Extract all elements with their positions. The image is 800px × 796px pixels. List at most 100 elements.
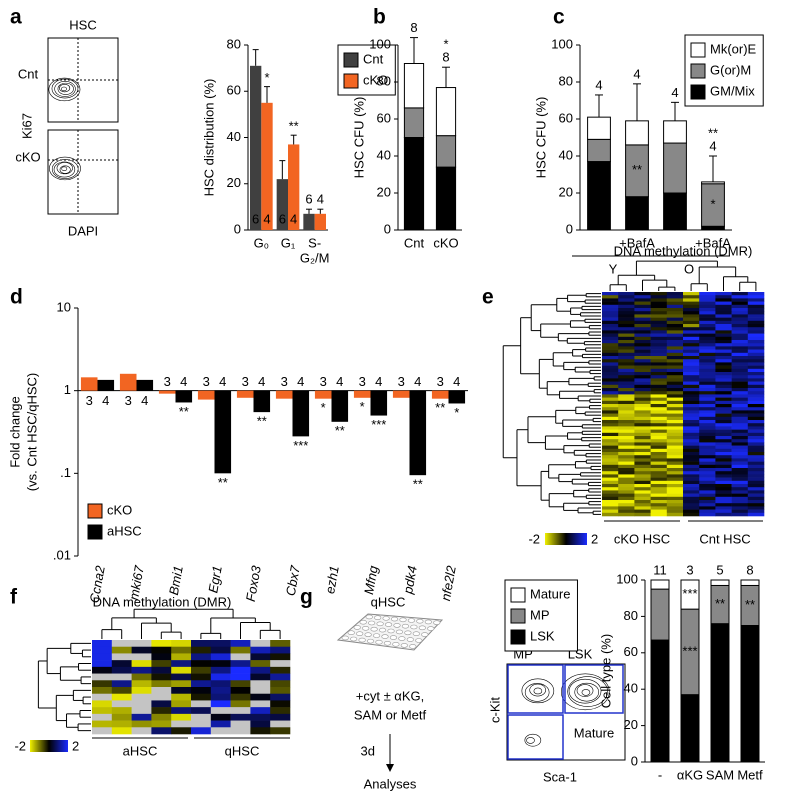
heatmap-cell — [191, 680, 212, 688]
heatmap-cell — [171, 640, 192, 648]
heatmap-cell — [602, 378, 619, 382]
heatmap-cell — [634, 349, 651, 354]
heatmap-cell — [666, 512, 684, 517]
heatmap-cell — [650, 356, 668, 360]
heatmap-cell — [650, 448, 668, 453]
bar — [314, 213, 326, 230]
colorbar — [30, 740, 68, 752]
heatmap-cell — [602, 455, 619, 459]
heatmap-cell — [731, 356, 749, 360]
legend-swatch — [690, 42, 706, 58]
heatmap-cell — [111, 653, 132, 661]
heatmap-cell — [731, 301, 749, 306]
heatmap-cell — [111, 707, 132, 715]
heatmap-cell — [731, 304, 749, 309]
well — [356, 631, 364, 636]
heatmap-cell — [747, 356, 765, 360]
heatmap-cell — [634, 311, 651, 315]
heatmap-cell — [650, 365, 668, 370]
heatmap-cell — [634, 356, 651, 360]
heatmap-cell — [747, 311, 765, 315]
heatmap-cell — [715, 400, 732, 405]
heatmap-cell — [250, 680, 271, 688]
heatmap-cell — [210, 666, 231, 674]
heatmap-cell — [683, 375, 700, 379]
significance: ** — [218, 475, 228, 490]
heatmap-cell — [715, 503, 732, 507]
heatmap-cell — [683, 356, 700, 360]
heatmap-cell — [731, 436, 749, 440]
heatmap-cell — [715, 356, 732, 360]
axis-label: Ki67 — [19, 113, 34, 139]
heatmap-cell — [602, 407, 619, 411]
heatmap-cell — [666, 448, 684, 453]
n-label: 4 — [219, 374, 226, 389]
scheme-label: qHSC — [371, 594, 406, 609]
heatmap-cell — [151, 640, 172, 648]
heatmap-cell — [618, 292, 635, 296]
heatmap-cell — [634, 381, 651, 386]
legend-swatch — [510, 629, 526, 645]
heatmap-cell — [666, 423, 684, 427]
significance: * — [443, 37, 448, 52]
heatmap-cell — [650, 397, 668, 402]
heatmap-cell — [151, 680, 172, 688]
heatmap-cell — [602, 471, 619, 475]
heatmap-cell — [634, 375, 651, 379]
heatmap-cell — [699, 343, 716, 347]
group-label: O — [684, 261, 694, 276]
heatmap-cell — [650, 346, 668, 350]
heatmap-cell — [715, 394, 732, 398]
heatmap-cell — [618, 413, 635, 418]
heatmap-cell — [666, 474, 684, 478]
heatmap-cell — [699, 490, 716, 494]
significance: * — [443, 190, 448, 205]
heatmap-cell — [602, 317, 619, 322]
well — [374, 615, 382, 620]
heatmap-cell — [683, 327, 700, 331]
heatmap-cell — [602, 464, 619, 469]
legend: Mk(or)E G(or)M GM/Mix — [684, 34, 764, 107]
heatmap-cell — [171, 680, 192, 688]
heatmap-cell — [650, 320, 668, 325]
heatmap-cell — [699, 407, 716, 411]
heatmap-cell — [270, 693, 291, 701]
heatmap-cell — [731, 394, 749, 398]
group-label: qHSC — [225, 743, 260, 758]
heatmap-cell — [171, 713, 192, 721]
x-tick-label: Foxo3 — [243, 564, 264, 603]
well — [390, 616, 399, 622]
significance: ** — [632, 162, 642, 177]
bar — [292, 390, 310, 437]
legend-label: cKO — [363, 72, 388, 87]
heatmap-cell — [618, 368, 635, 373]
scheme-label: Analyses — [364, 776, 417, 791]
bar-segment — [663, 142, 687, 194]
significance: ** — [435, 400, 445, 415]
heatmap-cell — [230, 720, 251, 728]
bar — [119, 373, 137, 391]
y-tick-label: 20 — [377, 184, 391, 199]
n-label: 3 — [164, 374, 171, 389]
heatmap-cell — [731, 426, 749, 430]
heatmap-cell — [634, 378, 651, 382]
group-label: Y — [609, 261, 618, 276]
heatmap-cell — [171, 720, 192, 728]
axis-label: c-Kit — [487, 697, 502, 723]
heatmap-cell — [666, 464, 684, 469]
heatmap-cell — [699, 394, 716, 398]
n-label: 4 — [180, 374, 187, 389]
heatmap-cell — [602, 336, 619, 341]
heatmap-cell — [650, 432, 668, 437]
contour — [53, 161, 76, 178]
heatmap-cell — [666, 295, 684, 299]
heatmap-cell — [230, 673, 251, 681]
heatmap-cell — [715, 378, 732, 382]
heatmap-cell — [699, 397, 716, 402]
heatmap-cell — [618, 429, 635, 434]
heatmap-cell — [92, 700, 113, 708]
bar — [409, 390, 427, 476]
heatmap-cell — [650, 327, 668, 331]
heatmap-cell — [171, 666, 192, 674]
heatmap-cell — [602, 439, 619, 443]
